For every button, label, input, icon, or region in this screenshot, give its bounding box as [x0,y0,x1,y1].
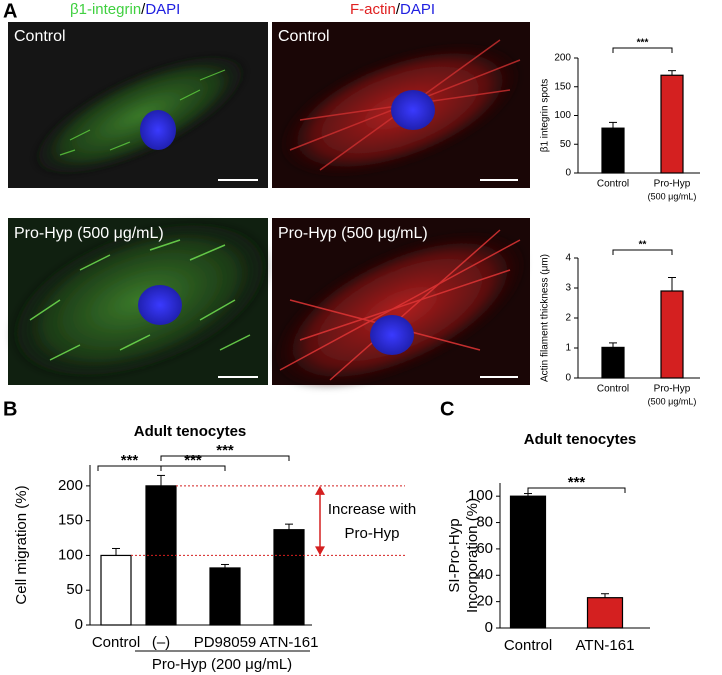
stain-header: β1-integrin/DAPI [70,1,180,18]
significance-label: ** [639,240,647,251]
bar [100,554,132,626]
adhesions [59,69,226,156]
bar [586,597,624,629]
nucleus [140,110,176,150]
stain-header-part: F-actin [350,1,396,18]
bar [601,346,625,379]
significance-bracket [612,47,673,53]
arrow-head [315,485,325,495]
significance-label: *** [568,474,586,491]
image-label: Pro-Hyp (500 μg/mL) [278,225,428,242]
image-label: Control [14,28,66,45]
chart-title: Adult tenocytes [134,423,247,440]
stain-header: F-actin/DAPI [350,1,435,18]
stain-header-part: DAPI [145,1,180,18]
arrow-head [315,546,325,556]
y-tick-label: 20 [476,593,493,610]
significance-bracket [527,487,626,493]
y-tick-label: 60 [476,540,493,557]
significance-label: *** [637,38,649,49]
bar [209,567,241,626]
bar [660,290,684,379]
x-tick-sublabel: (500 μg/mL) [648,191,697,201]
y-axis-label: Actin filament thickness (μm) [540,254,551,382]
x-tick-label: Pro-Hyp [654,179,691,190]
nucleus [391,90,435,130]
y-tick-label: 50 [66,581,83,598]
bar [601,127,625,174]
image-label: Control [278,28,330,45]
panel-label: A [3,0,17,22]
significance-label: *** [121,452,139,469]
y-tick-label: 200 [58,477,83,494]
y-tick-label: 200 [554,53,571,64]
y-axis-label: Cell migration (%) [13,485,30,604]
y-axis-label: β1 integrin spots [540,79,551,153]
y-tick-label: 50 [560,139,572,150]
x-tick-label: Pro-Hyp [654,384,691,395]
stain-header-part: DAPI [400,1,435,18]
panel-label: C [440,398,454,420]
significance-bracket [160,465,226,471]
significance-label: *** [216,442,234,459]
stain-header-part: β1-integrin [70,1,141,18]
y-tick-label: 100 [468,487,493,504]
y-tick-label: 0 [75,616,83,633]
y-tick-label: 2 [565,313,571,324]
y-tick-label: 0 [565,373,571,384]
x-tick-label: PD98059 [194,634,257,651]
x-tick-label: ATN-161 [576,637,635,654]
bar [660,74,684,174]
y-tick-label: 150 [58,512,83,529]
y-tick-label: 0 [485,619,493,636]
x-tick-label: Control [92,634,140,651]
y-axis-label: SI-Pro-Hyp [446,518,463,592]
y-tick-label: 0 [565,168,571,179]
y-tick-label: 80 [476,514,493,531]
group-label: Pro-Hyp (200 μg/mL) [152,656,292,673]
x-tick-label: Control [597,384,629,395]
y-tick-label: 150 [554,81,571,92]
bar [509,495,547,629]
cell [29,52,251,178]
x-tick-label: Control [504,637,552,654]
y-tick-label: 100 [58,546,83,563]
bar [273,529,305,626]
x-tick-label: ATN-161 [260,634,319,651]
significance-label: *** [184,452,202,469]
nucleus [370,315,414,355]
panel-label: B [3,398,17,420]
y-tick-label: 4 [565,253,571,264]
image-label: Pro-Hyp (500 μg/mL) [14,225,164,242]
annotation: Increase with [328,501,416,518]
x-tick-label: (–) [152,634,170,651]
y-tick-label: 40 [476,566,493,583]
y-tick-label: 100 [554,110,571,121]
x-tick-label: Control [597,179,629,190]
adhesions [29,239,251,361]
y-tick-label: 3 [565,283,571,294]
x-tick-sublabel: (500 μg/mL) [648,396,697,406]
significance-bracket [612,249,673,255]
stain-header-part: / [396,1,401,18]
micrographs [6,22,530,391]
chart-title: Adult tenocytes [524,431,637,448]
y-tick-label: 1 [565,343,571,354]
significance-bracket [160,455,290,461]
y-axis-label: Incorporation (%) [464,498,481,613]
stain-header-part: / [141,1,146,18]
nucleus [138,285,182,325]
annotation: Pro-Hyp [344,525,399,542]
